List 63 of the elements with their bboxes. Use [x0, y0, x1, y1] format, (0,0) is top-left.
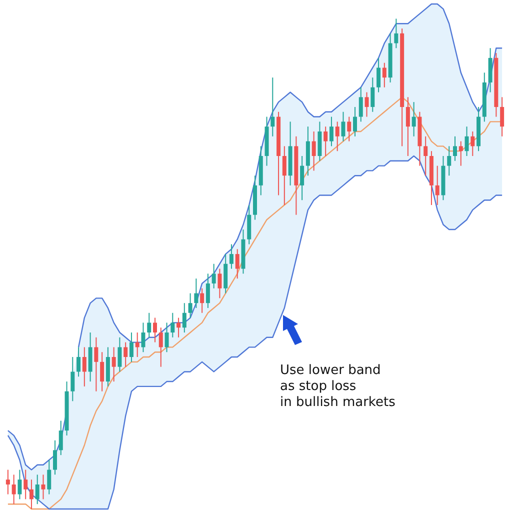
- candlestick: [76, 346, 81, 378]
- candlestick: [335, 121, 340, 152]
- candlestick: [206, 273, 210, 308]
- candlestick: [112, 346, 116, 382]
- candlestick: [176, 317, 181, 338]
- candlestick: [270, 77, 275, 137]
- candlestick: [58, 420, 63, 456]
- candlestick: [147, 312, 152, 338]
- candlestick: [382, 62, 386, 88]
- candlestick: [412, 102, 416, 137]
- candlestick: [347, 116, 352, 142]
- candlestick: [300, 155, 304, 201]
- candlestick: [6, 469, 10, 495]
- candlestick: [458, 140, 463, 166]
- candlestick: [12, 474, 16, 505]
- candlestick: [153, 317, 157, 343]
- candlestick: [35, 474, 40, 505]
- candlestick: [182, 302, 186, 333]
- candlestick: [53, 440, 57, 476]
- candlestick: [18, 469, 22, 500]
- annotation: Use lower band as stop loss in bullish markets: [280, 363, 396, 410]
- candlestick: [370, 77, 375, 112]
- candlestick: [235, 248, 240, 280]
- candlestick: [394, 18, 398, 49]
- candlestick: [164, 322, 169, 353]
- candlestick: [500, 96, 504, 137]
- candlestick: [29, 479, 34, 510]
- candlestick: [218, 268, 222, 299]
- candlestick: [70, 356, 75, 402]
- candlestick: [435, 165, 440, 206]
- candlestick: [376, 57, 381, 93]
- candlestick: [94, 336, 98, 392]
- candlestick: [41, 474, 46, 500]
- candlestick: [406, 96, 410, 156]
- candlestick: [200, 288, 204, 314]
- candlestick: [324, 126, 328, 156]
- candlestick: [188, 292, 192, 318]
- candlestick: [353, 106, 357, 137]
- candlestick: [129, 332, 134, 362]
- candlestick: [82, 346, 86, 387]
- candlestick: [158, 327, 163, 368]
- candlestick: [447, 146, 452, 176]
- candlestick: [329, 116, 334, 147]
- candlestick: [464, 126, 469, 156]
- candlestick: [312, 130, 316, 172]
- candlestick: [341, 111, 346, 142]
- candlestick: [453, 136, 457, 162]
- candlestick: [364, 92, 369, 118]
- candlestick: [282, 146, 286, 206]
- candlestick: [135, 332, 140, 358]
- candlestick: [358, 86, 363, 122]
- candlestick: [229, 244, 234, 270]
- candlestick: [170, 312, 175, 338]
- candlestick: [100, 352, 104, 392]
- candlestick: [212, 263, 216, 289]
- candlestick: [124, 342, 128, 368]
- candlestick: [24, 469, 28, 500]
- candlestick: [424, 136, 428, 176]
- candlestick: [470, 130, 475, 156]
- candlestick: [141, 322, 146, 353]
- candlestick: [47, 459, 52, 495]
- candlestick: [118, 336, 122, 372]
- candlestick: [194, 278, 198, 308]
